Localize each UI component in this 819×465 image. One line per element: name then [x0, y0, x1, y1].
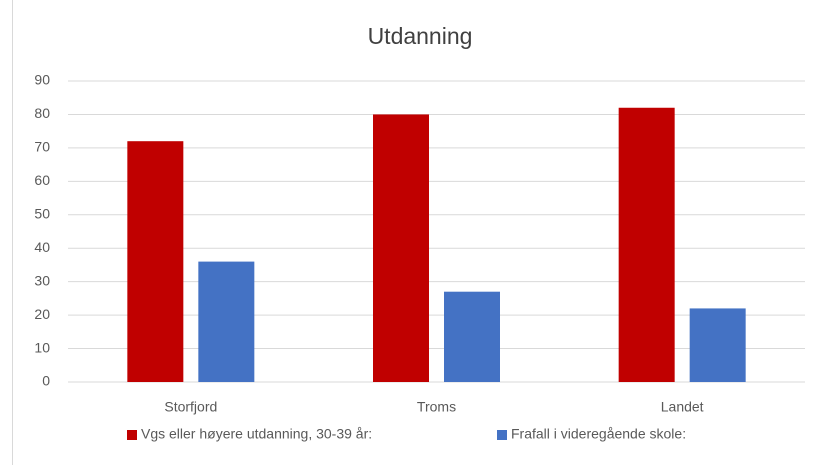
y-tick-label: 0: [42, 373, 50, 389]
y-tick-label: 30: [34, 272, 50, 288]
chart-title: Utdanning: [368, 23, 473, 49]
y-tick-label: 50: [34, 205, 50, 221]
bar: [689, 308, 746, 382]
legend-swatch: [127, 430, 137, 440]
y-tick-label: 20: [34, 306, 50, 322]
y-tick-label: 10: [34, 339, 50, 355]
x-tick-label: Troms: [417, 399, 456, 415]
bar: [618, 107, 675, 382]
y-tick-label: 60: [34, 172, 50, 188]
y-tick-label: 80: [34, 105, 50, 121]
legend-label: Vgs eller høyere utdanning, 30-39 år:: [141, 426, 372, 442]
y-tick-label: 90: [34, 72, 50, 88]
legend-swatch: [497, 430, 507, 440]
bar: [444, 291, 500, 382]
y-tick-label: 40: [34, 239, 50, 255]
x-tick-label: Storfjord: [164, 399, 217, 415]
x-tick-label: Landet: [661, 399, 704, 415]
legend-label: Frafall i videregående skole:: [511, 426, 686, 442]
bar: [127, 141, 184, 382]
bar: [198, 261, 255, 382]
bar: [373, 114, 429, 382]
y-tick-label: 70: [34, 139, 50, 155]
